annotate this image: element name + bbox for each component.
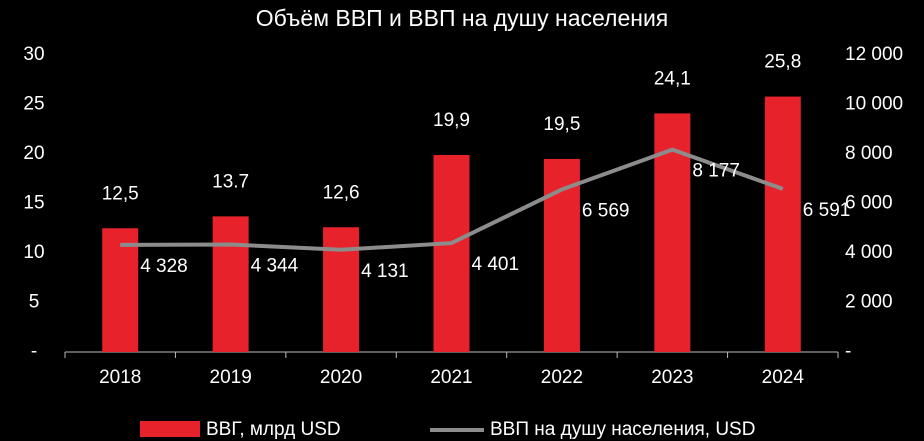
line-value-label: 4 328 — [140, 256, 188, 277]
y-tick-label: 10 — [23, 242, 44, 263]
x-tick-label: 2021 — [430, 367, 472, 388]
bar-value-label: 12,6 — [323, 182, 360, 203]
y-tick-label: 15 — [23, 193, 44, 214]
x-tick-label: 2022 — [541, 367, 583, 388]
y2-tick-label: 8 000 — [845, 143, 893, 164]
x-tick-label: 2019 — [210, 367, 252, 388]
x-tick-label: 2020 — [320, 367, 362, 388]
bar-value-label: 24,1 — [654, 68, 691, 89]
line-value-label: 6 569 — [582, 200, 630, 221]
y2-tick-label: 6 000 — [845, 193, 893, 214]
y-tick-label: - — [31, 341, 37, 362]
line — [120, 147, 784, 252]
line-value-label: 4 401 — [472, 254, 520, 275]
x-tick-label: 2024 — [762, 367, 805, 388]
bar — [212, 216, 249, 352]
y2-tick-label: 12 000 — [845, 44, 903, 65]
bar — [323, 227, 360, 352]
x-tick-label: 2018 — [99, 367, 141, 388]
y2-tick-label: - — [845, 341, 851, 362]
y2-tick-label: 10 000 — [845, 94, 903, 115]
chart-title: Объём ВВП и ВВП на душу населения — [256, 5, 669, 31]
y-tick-label: 5 — [29, 292, 40, 313]
bar-value-label: 13.7 — [212, 171, 249, 192]
bar-value-label: 19,5 — [543, 114, 580, 135]
legend-swatch — [140, 421, 200, 437]
y-tick-label: 20 — [23, 143, 44, 164]
y-tick-label: 25 — [23, 94, 44, 115]
line-value-label: 6 591 — [803, 200, 851, 221]
line-value-label: 4 131 — [361, 261, 409, 282]
y2-tick-label: 4 000 — [845, 242, 893, 263]
legend-label: ВВГ, млрд USD — [206, 419, 341, 440]
y-tick-label: 30 — [23, 44, 44, 65]
x-tick-label: 2023 — [651, 367, 693, 388]
bar — [102, 228, 139, 352]
line-value-label: 4 344 — [251, 256, 299, 277]
bar — [433, 154, 470, 352]
legend-label: ВВП на душу населения, USD — [490, 419, 755, 440]
bar-value-label: 25,8 — [764, 52, 801, 73]
line-value-label: 8 177 — [692, 161, 740, 182]
bar — [764, 96, 801, 352]
bar-value-label: 12,5 — [102, 183, 139, 204]
bar-value-label: 19,9 — [433, 110, 470, 131]
y2-tick-label: 2 000 — [845, 292, 893, 313]
